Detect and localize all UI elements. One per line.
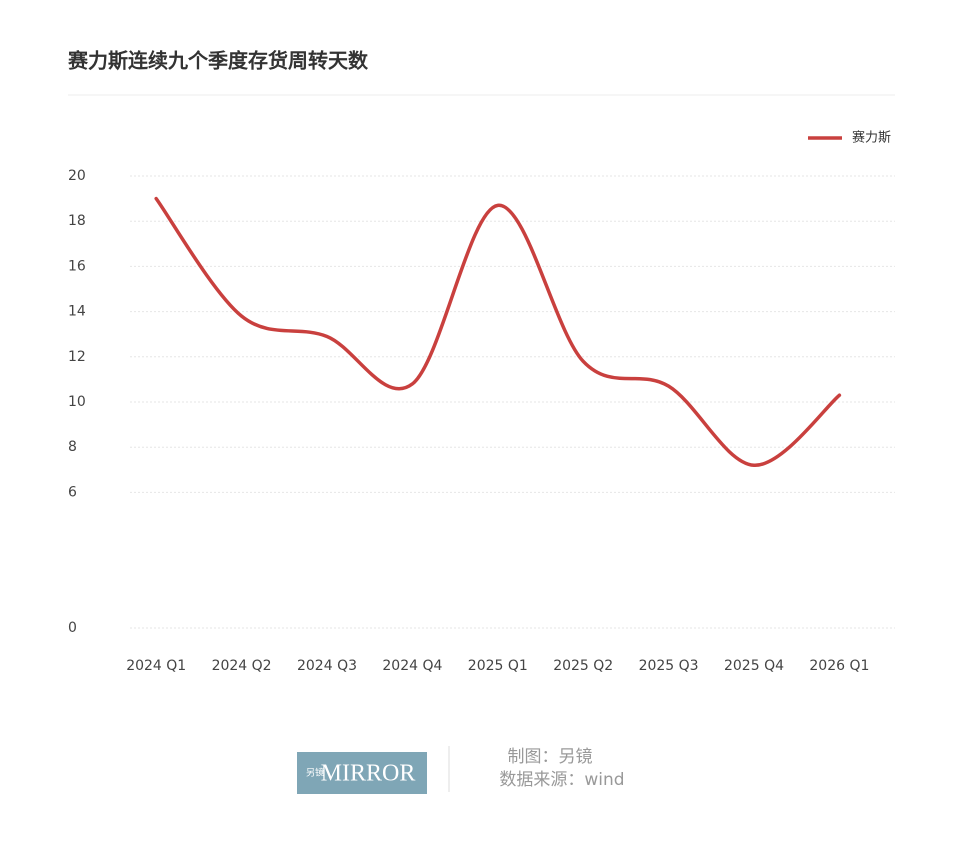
line-series [154,196,842,468]
x-tick-label: 2024 Q1 [126,658,186,674]
y-tick-label: 18 [68,213,86,229]
y-tick-label: 8 [68,439,77,455]
x-tick-label: 2024 Q3 [297,658,357,674]
x-tick-label: 2026 Q1 [809,658,869,674]
legend-label: 赛力斯 [852,130,891,146]
logo-text: MIRROR [321,761,416,787]
credit: 制图：另镜 [508,747,593,767]
x-tick-label: 2024 Q2 [212,658,272,674]
y-tick-label: 6 [68,484,77,500]
x-tick-label: 2025 Q3 [639,658,699,674]
y-tick-label: 10 [68,394,86,410]
y-tick-label: 20 [68,168,86,184]
y-tick-label: 12 [68,349,86,365]
y-tick-label: 0 [68,620,77,636]
x-tick-label: 2025 Q2 [553,658,613,674]
x-tick-label: 2025 Q1 [468,658,528,674]
y-tick-label: 14 [68,304,86,320]
logo-box [297,752,427,794]
footer: 另镜 MIRROR 制图：另镜 数据来源：wind [297,746,625,794]
logo-small: 另镜 [306,767,324,779]
y-tick-label: 16 [68,258,86,274]
source: 数据来源：wind [499,770,624,790]
x-tick-label: 2024 Q4 [382,658,442,674]
x-tick-label: 2025 Q4 [724,658,784,674]
chart-title: 赛力斯连续九个季度存货周转天数 [67,49,369,73]
